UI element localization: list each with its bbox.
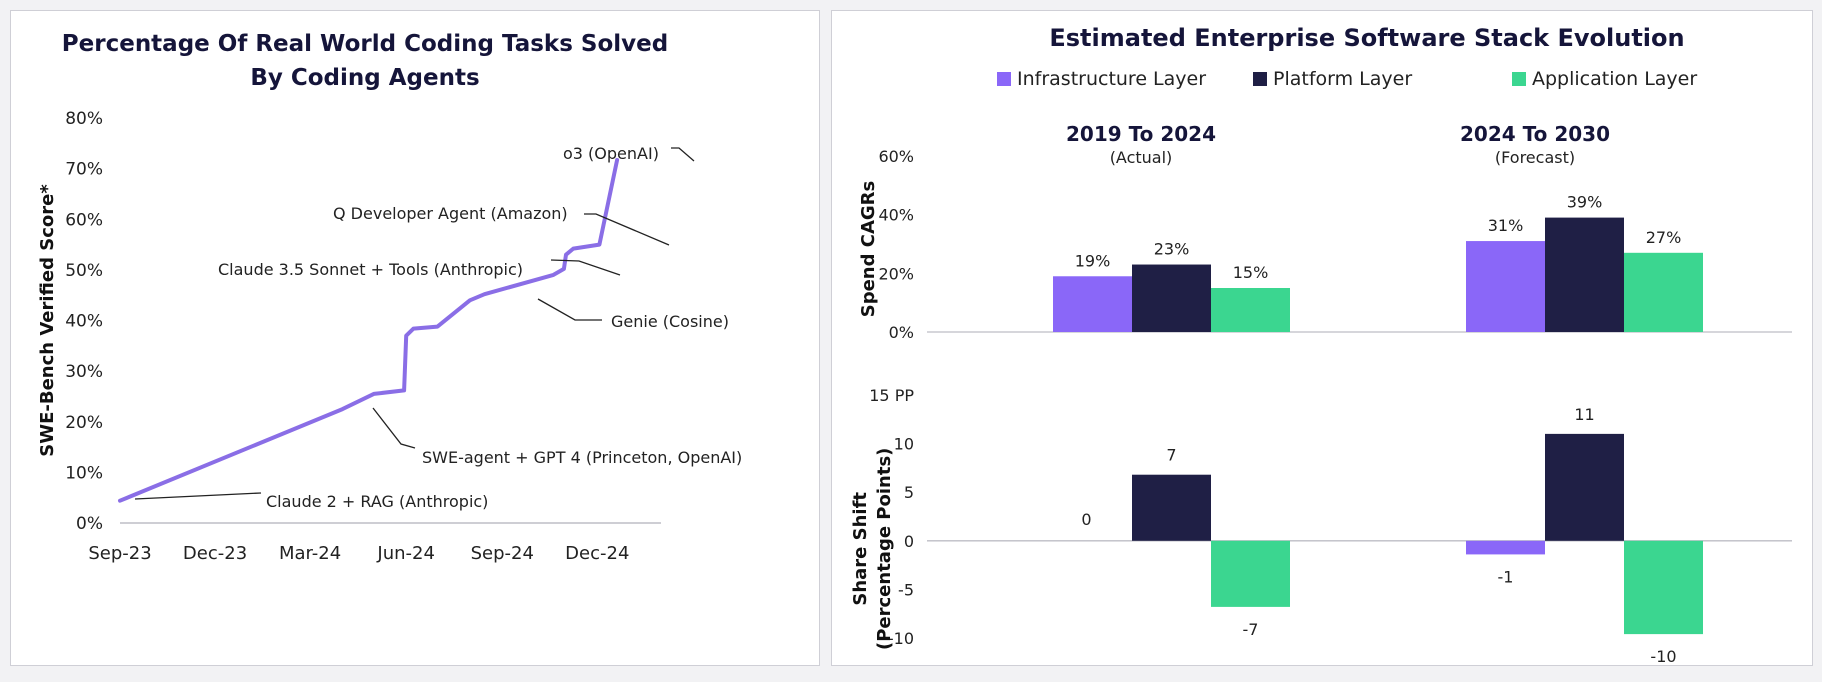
top-y-axis-label: Spend CAGRs [858, 181, 879, 318]
top-bar-value-label: 23% [1154, 240, 1190, 259]
bottom-bar [1211, 540, 1290, 607]
annotation-label: Claude 3.5 Sonnet + Tools (Anthropic) [218, 260, 523, 279]
annotation-leader-line [537, 298, 602, 321]
annotation-label: Claude 2 + RAG (Anthropic) [266, 492, 488, 511]
x-tick-label: Dec-24 [565, 543, 629, 564]
bottom-bar-value-label: 11 [1574, 405, 1594, 424]
x-tick-label: Jun-24 [376, 543, 435, 564]
top-bar [1624, 252, 1703, 332]
top-bar [1053, 276, 1132, 332]
top-y-tick-label: 20% [878, 264, 914, 283]
bottom-bar-value-label: -1 [1498, 567, 1514, 586]
bottom-y-tick-label: -5 [898, 580, 914, 599]
top-bar [1132, 264, 1211, 332]
top-y-tick-label: 40% [878, 206, 914, 225]
group-sublabel: (Actual) [1110, 148, 1173, 167]
top-bar [1545, 217, 1624, 332]
top-bar-value-label: 19% [1075, 251, 1111, 270]
top-y-tick-label: 0% [889, 323, 914, 342]
chart-title-line-1: Percentage Of Real World Coding Tasks So… [62, 31, 668, 57]
annotation-label: Q Developer Agent (Amazon) [333, 204, 568, 223]
software-stack-panel: Estimated Enterprise Software Stack Evol… [831, 10, 1813, 666]
top-bar-value-label: 31% [1488, 216, 1524, 235]
bottom-bar [1466, 540, 1545, 555]
annotation-leader-line [550, 259, 621, 276]
y-tick-label: 20% [65, 413, 103, 433]
legend-label: Infrastructure Layer [1017, 68, 1206, 90]
x-tick-label: Dec-23 [183, 543, 247, 564]
bottom-bar-value-label: -10 [1650, 647, 1676, 665]
bottom-bar-value-label: -7 [1243, 620, 1259, 639]
legend-label: Platform Layer [1273, 68, 1412, 90]
bottom-y-axis-label-line-2: (Percentage Points) [874, 448, 895, 650]
legend-swatch [1512, 72, 1526, 86]
annotation-leader-line [372, 407, 416, 449]
coding-agents-panel: Percentage Of Real World Coding Tasks So… [10, 10, 820, 666]
group-label: 2019 To 2024 [1066, 122, 1216, 146]
top-bar-value-label: 39% [1567, 193, 1603, 212]
bottom-bar-value-label: 7 [1166, 446, 1176, 465]
annotation-label: o3 (OpenAI) [563, 144, 659, 163]
y-tick-label: 10% [65, 463, 103, 483]
bottom-y-tick-label: 0 [904, 532, 914, 551]
top-bar-value-label: 15% [1233, 263, 1269, 282]
coding-agents-chart: Percentage Of Real World Coding Tasks So… [37, 31, 742, 564]
x-tick-label: Mar-24 [279, 543, 341, 564]
chart-title-line-2: By Coding Agents [250, 65, 479, 91]
bottom-y-top-label: 15 PP [869, 386, 914, 405]
bottom-y-tick-label: 10 [894, 435, 914, 454]
x-tick-label: Sep-24 [471, 543, 534, 564]
legend-label: Application Layer [1532, 68, 1697, 90]
annotation-label: SWE-agent + GPT 4 (Princeton, OpenAI) [422, 448, 742, 467]
annotation-label: Genie (Cosine) [611, 312, 729, 331]
top-bar [1211, 288, 1290, 332]
bottom-y-tick-label: -10 [888, 629, 914, 648]
bottom-y-tick-label: 5 [904, 483, 914, 502]
legend-swatch [1253, 72, 1267, 86]
chart-title: Estimated Enterprise Software Stack Evol… [1049, 24, 1684, 52]
y-tick-label: 40% [65, 312, 103, 332]
x-tick-label: Sep-23 [88, 543, 151, 564]
top-bar [1466, 241, 1545, 332]
bottom-y-axis-label-line-1: Share Shift [850, 492, 871, 606]
y-tick-label: 0% [76, 514, 103, 534]
annotation-leader-line [671, 147, 695, 162]
y-tick-label: 70% [65, 160, 103, 180]
bottom-bar [1545, 433, 1624, 541]
software-stack-chart: Estimated Enterprise Software Stack Evol… [850, 24, 1792, 665]
annotation-leader-line [584, 213, 670, 246]
group-label: 2024 To 2030 [1460, 122, 1610, 146]
legend-swatch [997, 72, 1011, 86]
bottom-bar-value-label: 0 [1081, 510, 1091, 529]
bottom-bar [1624, 540, 1703, 635]
y-tick-label: 50% [65, 261, 103, 281]
top-y-tick-label: 60% [878, 147, 914, 166]
top-bar-value-label: 27% [1646, 228, 1682, 247]
y-axis-label: SWE-Bench Verified Score* [37, 184, 58, 457]
bottom-bar [1132, 474, 1211, 541]
group-sublabel: (Forecast) [1495, 148, 1575, 167]
y-tick-label: 80% [65, 109, 103, 129]
y-tick-label: 30% [65, 362, 103, 382]
y-tick-label: 60% [65, 210, 103, 230]
annotation-leader-line [134, 492, 262, 500]
series-line [118, 158, 620, 503]
